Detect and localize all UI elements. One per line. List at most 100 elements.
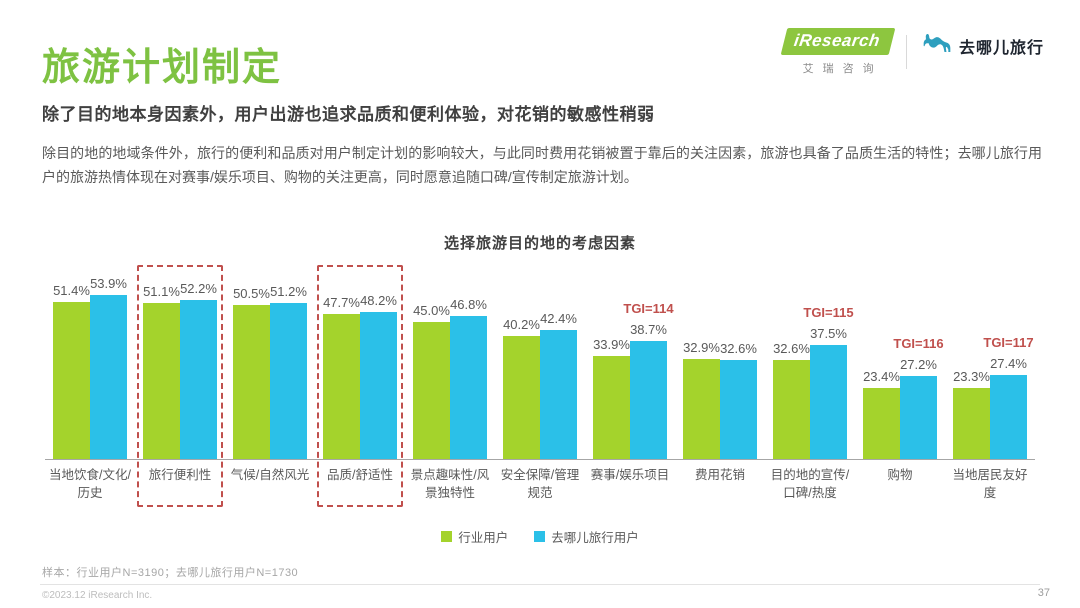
qunar-logo-text: 去哪儿旅行 — [958, 40, 1044, 57]
category-label: 品质/舒适性 — [327, 468, 393, 482]
chart-legend: 行业用户 去哪儿旅行用户 — [0, 527, 1080, 546]
value-label: 32.9% — [683, 340, 720, 355]
highlight-box — [137, 265, 223, 507]
bar-group: 40.2% 42.4% — [495, 255, 585, 459]
bar-group: 51.4% 53.9% — [45, 255, 135, 459]
slide-body-text: 除目的地的地域条件外，旅行的便利和品质对用户制定计划的影响较大，与此同时费用花销… — [42, 145, 1042, 185]
value-label: 38.7% — [630, 322, 667, 337]
bar-pair: 32.6% 37.5% TGI=115 — [773, 255, 854, 459]
category-label: 购物 — [887, 468, 913, 482]
value-label: 32.6% — [773, 341, 810, 356]
highlight-box — [317, 265, 403, 507]
bar-pair: 47.7% 48.2% — [323, 255, 397, 459]
chart-title: 选择旅游目的地的考虑因素 — [443, 235, 636, 252]
bar-pair: 23.3% 27.4% TGI=117 — [953, 255, 1034, 459]
value-label: 27.4% — [990, 356, 1027, 371]
value-label: 50.5% — [233, 286, 270, 301]
category-label: 当地居民友好度 — [952, 468, 1028, 501]
value-label: 32.6% — [720, 341, 757, 356]
bar-pair: 33.9% 38.7% TGI=114 — [593, 255, 674, 459]
camel-icon — [921, 31, 953, 62]
bar-pair: 51.1% 52.2% — [143, 255, 217, 459]
sample-note: 样本：行业用户N=3190；去哪儿旅行用户N=1730 — [42, 567, 299, 579]
bar-industry — [953, 388, 990, 459]
bar-group: 23.3% 27.4% TGI=117 — [945, 255, 1035, 459]
bar-pair: 32.9% 32.6% — [683, 255, 757, 459]
page-title: 旅游计划制定 — [42, 47, 283, 89]
value-label: 23.3% — [953, 369, 990, 384]
value-label: 53.9% — [90, 276, 127, 291]
bar-industry — [773, 360, 810, 459]
bar-pair: 51.4% 53.9% — [53, 255, 127, 459]
value-label: 47.7% — [323, 295, 360, 310]
category-label: 目的地的宣传/口碑/热度 — [770, 468, 850, 501]
bar-group: 47.7% 48.2% — [315, 255, 405, 507]
iresearch-logo-text: iResearch — [793, 31, 882, 50]
slide-subtitle: 除了目的地本身因素外，用户出游也追求品质和便利体验，对花销的敏感性稍弱 — [42, 105, 655, 124]
iresearch-logo: iResearch 艾瑞咨询 — [780, 28, 896, 76]
legend-label: 行业用户 — [458, 531, 509, 545]
plot-area: 51.4% 53.9% 51.1% 52.2% 50.5% 51.2% 47.7% 48.2%… — [45, 255, 1035, 507]
category-label: 景点趣味性/风景独特性 — [410, 468, 490, 501]
category-label: 气候/自然风光 — [230, 468, 310, 482]
bar-qunar — [180, 300, 217, 459]
bar-pair: 23.4% 27.2% TGI=116 — [863, 255, 944, 459]
bar-qunar — [90, 295, 127, 459]
bar-industry — [323, 314, 360, 459]
value-label: 51.2% — [270, 284, 307, 299]
bar-qunar — [270, 303, 307, 459]
value-label: 37.5% — [810, 326, 847, 341]
bar-pair: 50.5% 51.2% — [233, 255, 307, 459]
iresearch-logo-mark: iResearch — [780, 28, 896, 55]
bar-group: 32.6% 37.5% TGI=115 — [765, 255, 855, 459]
value-label: 23.4% — [863, 369, 900, 384]
bar-industry — [503, 336, 540, 459]
category-label: 旅行便利性 — [148, 468, 212, 482]
legend-swatch — [534, 531, 546, 542]
bar-industry — [143, 303, 180, 459]
bar-pair: 40.2% 42.4% — [503, 255, 577, 459]
category-axis: 当地饮食/文化/历史 旅行便利性 气候/自然风光 品质/舒适性 景点趣味性/风景独特性安… — [45, 466, 1035, 502]
bar-industry — [863, 388, 900, 459]
qunar-logo: 去哪儿旅行 — [921, 31, 1044, 62]
bar-chart: 51.4% 53.9% 51.1% 52.2% 50.5% 51.2% 47.7% 48.2%… — [45, 255, 1035, 507]
logo-divider — [905, 35, 907, 69]
tgi-label: TGI=114 — [623, 301, 674, 316]
tgi-label: TGI=116 — [893, 336, 944, 351]
value-label: 51.4% — [53, 283, 90, 298]
bar-industry — [53, 302, 90, 459]
value-label: 48.2% — [360, 293, 397, 308]
bar-industry — [413, 322, 450, 459]
value-label: 40.2% — [503, 317, 540, 332]
value-label: 52.2% — [180, 281, 217, 296]
category-label: 安全保障/管理规范 — [500, 468, 580, 501]
bar-qunar — [990, 375, 1027, 459]
tgi-label: TGI=117 — [983, 335, 1034, 350]
value-label: 51.1% — [143, 284, 180, 299]
category-label: 当地饮食/文化/历史 — [49, 468, 131, 501]
footer-divider — [40, 584, 1040, 585]
value-label: 42.4% — [540, 311, 577, 326]
value-label: 45.0% — [413, 303, 450, 318]
legend-item: 去哪儿旅行用户 — [534, 527, 639, 546]
bar-group: 33.9% 38.7% TGI=114 — [585, 255, 675, 459]
bar-qunar — [360, 312, 397, 459]
bar-group: 23.4% 27.2% TGI=116 — [855, 255, 945, 459]
value-label: 27.2% — [900, 357, 937, 372]
value-label: 33.9% — [593, 337, 630, 352]
bar-qunar — [540, 330, 577, 459]
bar-pair: 45.0% 46.8% — [413, 255, 487, 459]
bar-qunar — [630, 341, 667, 459]
legend-swatch — [441, 531, 453, 542]
bar-qunar — [900, 376, 937, 459]
legend-label: 去哪儿旅行用户 — [551, 531, 639, 545]
header-logos: iResearch 艾瑞咨询 去哪儿旅行 — [780, 28, 1044, 76]
bar-group: 45.0% 46.8% — [405, 255, 495, 459]
bar-industry — [593, 356, 630, 459]
bar-industry — [233, 305, 270, 459]
legend-item: 行业用户 — [441, 527, 508, 546]
tgi-label: TGI=115 — [803, 305, 854, 320]
category-label: 赛事/娱乐项目 — [590, 468, 670, 482]
value-label: 46.8% — [450, 297, 487, 312]
